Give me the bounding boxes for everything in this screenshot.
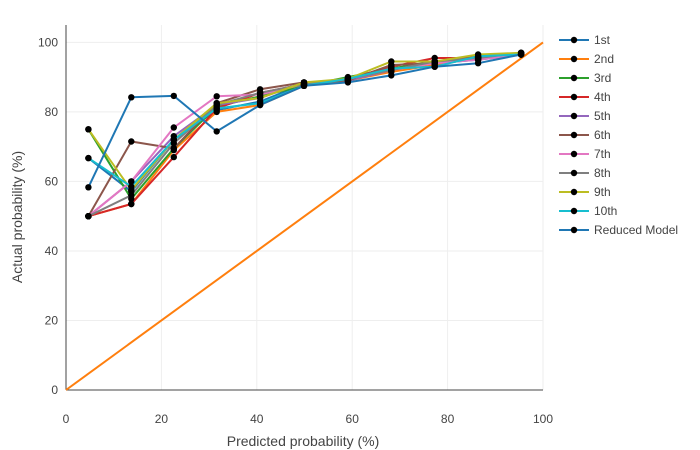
legend-label: 5th	[594, 109, 611, 123]
series-line-7	[87, 53, 522, 217]
data-point	[128, 183, 135, 190]
legend-item: 9th	[559, 185, 611, 199]
data-point	[256, 94, 264, 102]
data-point	[170, 153, 177, 161]
series-line-4	[88, 53, 522, 218]
legend-swatch-dot	[570, 188, 578, 196]
series-line-1	[87, 51, 522, 193]
x-tick-label: 20	[155, 412, 169, 426]
data-point	[300, 82, 308, 90]
legend-item: 4th	[559, 90, 611, 104]
legend-label: 6th	[594, 128, 611, 142]
x-tick-label: 60	[346, 412, 360, 426]
data-point	[128, 192, 135, 199]
data-point	[431, 58, 438, 65]
legend-label: 10th	[594, 204, 617, 218]
y-tick-label: 20	[45, 313, 59, 327]
data-point	[85, 213, 92, 220]
data-point	[256, 101, 264, 109]
legend-item: 10th	[559, 204, 617, 218]
data-point	[128, 178, 135, 185]
legend-label: 4th	[594, 90, 611, 104]
data-point	[388, 58, 395, 65]
data-point	[256, 89, 264, 97]
data-point	[85, 126, 92, 133]
legend-item: 7th	[559, 147, 611, 161]
series-line-5	[87, 53, 522, 217]
series-line-8	[87, 51, 522, 218]
legend-label: 8th	[594, 166, 611, 180]
series-lines	[65, 41, 544, 391]
series-line-6	[87, 53, 522, 217]
axes: 0 20 40 60 80 100 0 20 40 60 80 100	[38, 25, 553, 426]
y-tick-label: 100	[38, 35, 58, 49]
legend-swatch-dot	[570, 112, 578, 120]
legend-item: 5th	[559, 109, 611, 123]
legend-swatch-dot	[570, 93, 578, 101]
data-point	[213, 100, 220, 107]
y-tick-label: 60	[45, 174, 59, 188]
y-tick-label: 40	[45, 244, 59, 258]
x-tick-label: 100	[533, 412, 553, 426]
data-point	[128, 138, 135, 145]
data-point	[170, 145, 177, 152]
legend-swatch-dot	[570, 55, 578, 63]
legend-swatch-dot	[570, 207, 578, 215]
legend-label: 1st	[594, 33, 611, 47]
data-point	[474, 53, 482, 60]
data-point	[474, 60, 482, 67]
data-point	[388, 65, 395, 72]
data-point	[85, 154, 92, 162]
data-point	[170, 136, 177, 143]
x-tick-label: 0	[63, 412, 70, 426]
legend-swatch-dot	[570, 74, 578, 82]
data-point	[128, 94, 135, 101]
data-point	[517, 51, 525, 58]
legend-swatch-dot	[570, 36, 578, 44]
x-axis-title: Predicted probability (%)	[227, 433, 380, 449]
legend-item: 6th	[559, 128, 611, 142]
y-tick-label: 80	[45, 105, 59, 119]
data-point	[170, 124, 177, 131]
y-tick-label: 0	[51, 383, 58, 397]
data-point	[388, 72, 395, 79]
legend: 1st 2nd 3rd 4th 5th 6th 7th 8th 9th 10th Reduced M…	[559, 33, 678, 237]
legend-label: 9th	[594, 185, 611, 199]
x-tick-label: 80	[441, 412, 455, 426]
legend-swatch-dot	[570, 226, 578, 234]
data-point	[85, 184, 92, 191]
legend-item: Reduced Model	[559, 223, 678, 237]
series-markers	[85, 49, 525, 220]
data-point	[128, 200, 135, 208]
y-axis-title: Actual probability (%)	[9, 151, 25, 283]
legend-label: 3rd	[594, 71, 611, 85]
legend-label: Reduced Model	[594, 223, 678, 237]
legend-label: 2nd	[594, 52, 614, 66]
data-point	[344, 79, 352, 86]
data-point	[213, 105, 220, 112]
legend-item: 8th	[559, 166, 611, 180]
data-point	[213, 93, 220, 100]
legend-item: 1st	[559, 33, 611, 47]
data-point	[431, 63, 438, 70]
series-line-2	[88, 53, 522, 218]
legend-swatch-dot	[570, 169, 578, 177]
data-point	[170, 92, 177, 100]
legend-swatch-dot	[570, 150, 578, 158]
grid	[66, 25, 544, 390]
data-point	[213, 128, 220, 135]
legend-item: 3rd	[559, 71, 611, 85]
reference-diagonal-line	[65, 41, 544, 391]
legend-swatch-dot	[570, 131, 578, 139]
legend-label: 7th	[594, 147, 611, 161]
x-tick-label: 40	[250, 412, 264, 426]
legend-item: 2nd	[559, 52, 614, 66]
